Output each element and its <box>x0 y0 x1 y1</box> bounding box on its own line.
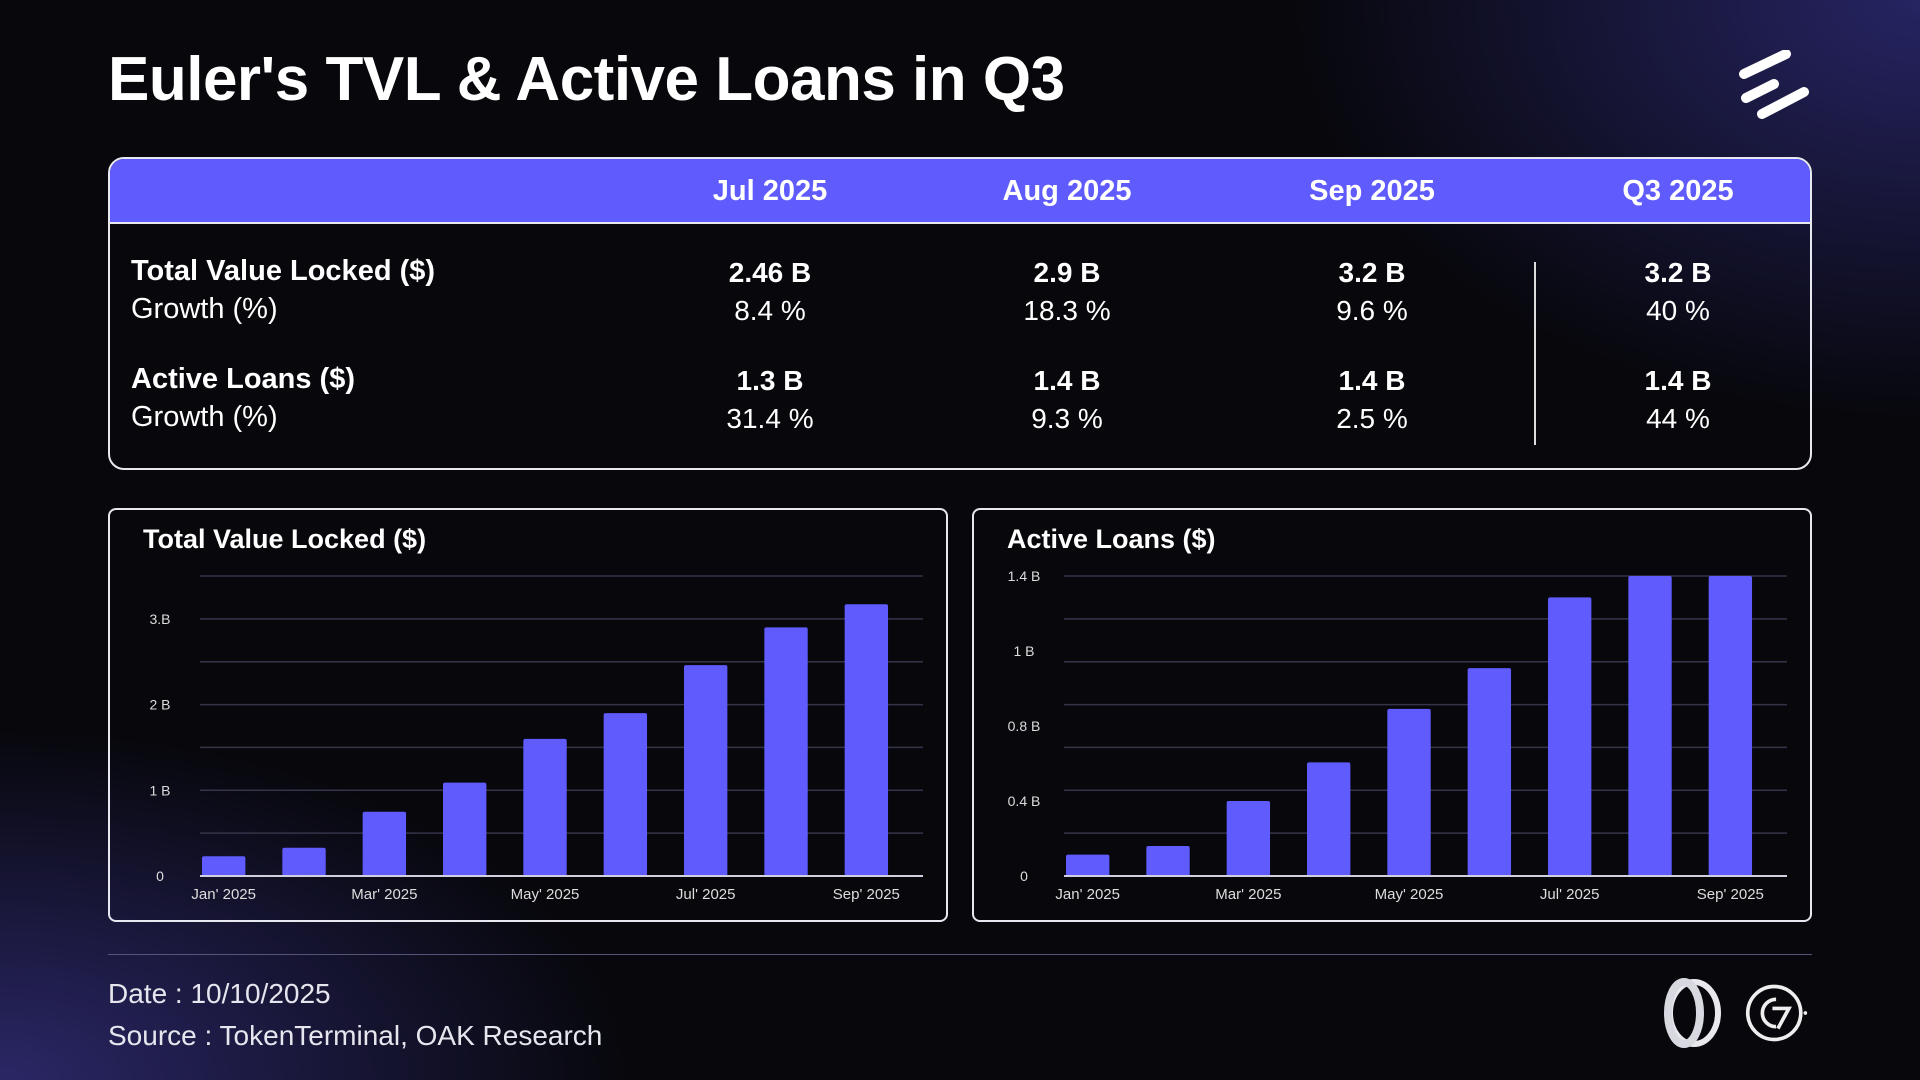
loans-bar-chart: 0 0.4 B 0.8 B 1 B 1.4 B Jan' 2025 Mar' 2025 May… <box>1008 568 1787 903</box>
bar <box>1226 801 1271 876</box>
metric-value: 1.4 B <box>1644 365 1712 396</box>
growth-value: 9.3 % <box>1031 403 1103 434</box>
bar <box>1387 708 1431 876</box>
metric-value: 3.2 B <box>1338 257 1406 288</box>
growth-value: 2.5 % <box>1336 403 1408 434</box>
growth-value: 9.6 % <box>1336 295 1408 326</box>
growth-value: 31.4 % <box>726 403 814 434</box>
column-header: Jul 2025 <box>712 175 828 207</box>
x-tick-label: Mar' 2025 <box>1215 886 1281 903</box>
y-tick-label: 1 B <box>1013 643 1034 659</box>
metric-value: 2.46 B <box>728 257 812 288</box>
y-tick-label: 1 B <box>149 782 170 798</box>
bar <box>443 782 487 876</box>
x-tick-label: Sep' 2025 <box>833 886 900 903</box>
tvl-bar-chart: 0 1 B 2 B 3.B Jan' 2025 Mar' 2025 May' 2025 Jul… <box>149 575 923 903</box>
bar <box>1307 762 1351 876</box>
y-tick-label: 0 <box>156 868 164 884</box>
euler-logo-icon <box>1739 50 1809 119</box>
footer-divider <box>108 954 1812 955</box>
summary-table: Jul 2025 Aug 2025 Sep 2025 Q3 2025 Total… <box>108 157 1812 470</box>
table-header: Jul 2025 Aug 2025 Sep 2025 Q3 2025 <box>110 159 1810 224</box>
page-title: Euler's TVL & Active Loans in Q3 <box>108 45 1065 114</box>
growth-label: Growth (%) <box>131 293 278 325</box>
x-tick-label: Jan' 2025 <box>191 886 256 903</box>
chart-title: Total Value Locked ($) <box>143 524 427 554</box>
chart-title: Active Loans ($) <box>1007 524 1216 554</box>
bar <box>202 856 246 876</box>
row-label: Active Loans ($) <box>131 363 355 395</box>
bar <box>603 713 648 876</box>
y-tick-label: 3.B <box>149 611 170 627</box>
x-tick-label: Mar' 2025 <box>351 886 417 903</box>
x-tick-label: May' 2025 <box>511 886 580 903</box>
partner-logo-icon <box>1745 984 1808 1042</box>
y-tick-label: 0.4 B <box>1008 793 1041 809</box>
y-tick-label: 1.4 B <box>1008 568 1041 584</box>
tvl-chart-card: Total Value Locked ($) 0 1 B 2 B 3.B Jan' 20… <box>108 508 948 922</box>
loans-chart-card: Active Loans ($) 0 0.4 B 0.8 B 1 B 1.4 B Jan'… <box>972 508 1812 922</box>
bar <box>1628 576 1672 876</box>
growth-value: 8.4 % <box>734 295 806 326</box>
source-text: Source : TokenTerminal, OAK Research <box>108 1020 603 1051</box>
y-tick-label: 2 B <box>149 697 170 713</box>
metric-value: 3.2 B <box>1644 257 1712 288</box>
row-label: Total Value Locked ($) <box>131 255 436 287</box>
metric-value: 1.4 B <box>1338 365 1406 396</box>
bar <box>282 847 326 876</box>
growth-value: 44 % <box>1646 403 1710 434</box>
bar <box>1066 854 1110 876</box>
bar <box>1146 846 1190 876</box>
date-text: Date : 10/10/2025 <box>108 978 331 1009</box>
x-tick-label: Jan' 2025 <box>1055 886 1120 903</box>
bar <box>523 738 567 876</box>
bar <box>1467 668 1512 876</box>
x-tick-label: May' 2025 <box>1375 886 1444 903</box>
oak-research-logo-icon <box>1664 978 1721 1048</box>
metric-value: 1.4 B <box>1033 365 1101 396</box>
y-tick-label: 0.8 B <box>1008 718 1041 734</box>
column-header: Aug 2025 <box>1002 175 1132 207</box>
y-tick-label: 0 <box>1020 868 1028 884</box>
metric-value: 1.3 B <box>736 365 804 396</box>
x-tick-label: Sep' 2025 <box>1697 886 1764 903</box>
x-tick-label: Jul' 2025 <box>1540 886 1600 903</box>
bar <box>1708 576 1753 876</box>
column-header: Sep 2025 <box>1309 175 1435 207</box>
metric-value: 2.9 B <box>1033 257 1101 288</box>
growth-value: 40 % <box>1646 295 1710 326</box>
growth-label: Growth (%) <box>131 401 278 433</box>
growth-value: 18.3 % <box>1023 295 1111 326</box>
bar <box>362 811 407 876</box>
bar <box>764 627 808 876</box>
bar <box>1548 597 1592 876</box>
x-tick-label: Jul' 2025 <box>676 886 736 903</box>
bar <box>684 665 728 876</box>
column-divider <box>1534 262 1536 445</box>
bar <box>844 604 889 876</box>
column-header: Q3 2025 <box>1622 175 1734 207</box>
